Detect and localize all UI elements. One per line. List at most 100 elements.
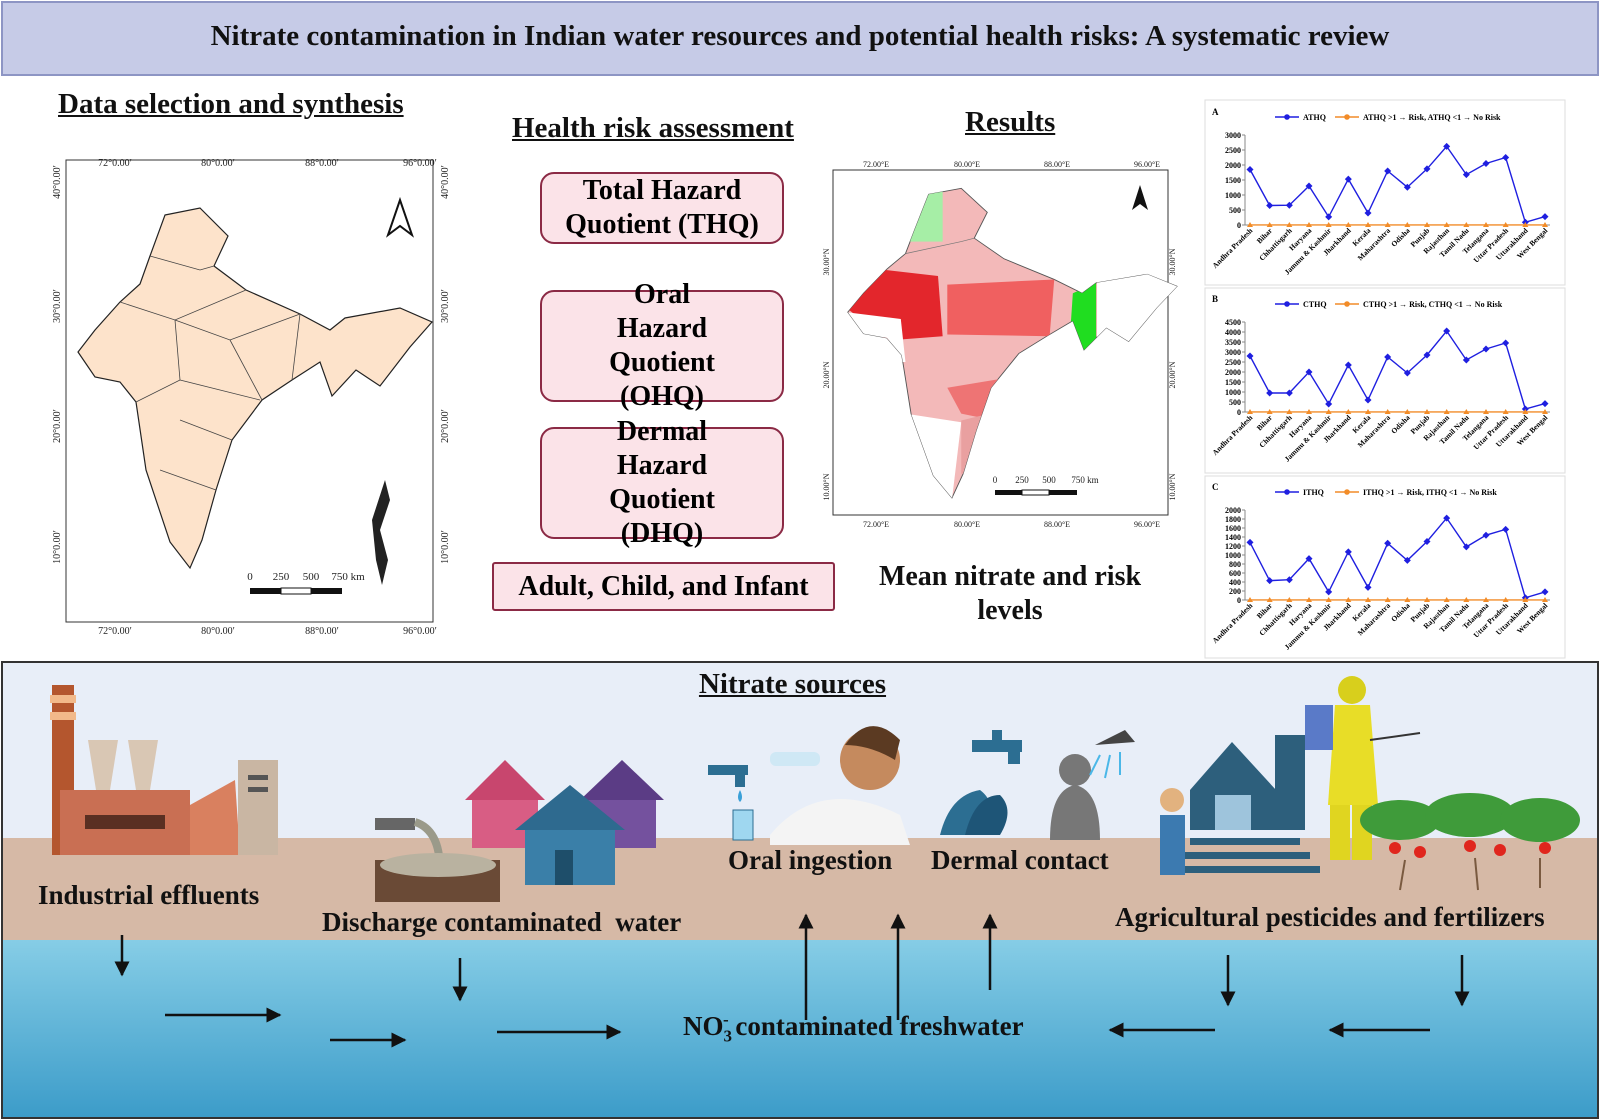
point	[1443, 327, 1451, 335]
scale-label: 0	[247, 571, 253, 583]
lat-label: 30.00°N	[1168, 248, 1177, 275]
point	[1266, 389, 1274, 397]
factory-icon	[50, 685, 278, 855]
point	[1542, 221, 1548, 227]
legend-label: CTHQ >1 → Risk, CTHQ <1 → No Risk	[1363, 300, 1503, 309]
point	[1325, 400, 1333, 408]
y-tick-label: 400	[1229, 578, 1241, 587]
point	[1502, 221, 1509, 227]
y-tick-label: 4000	[1225, 328, 1241, 337]
dermal-contact-icon-part-part	[1089, 754, 1101, 776]
agriculture-icon-part-part	[1464, 840, 1476, 852]
lon-label: 80°0.00′	[201, 158, 235, 169]
lon-label: 88°0.00′	[305, 626, 339, 637]
y-tick-label: 1500	[1225, 378, 1241, 387]
point	[1247, 596, 1253, 602]
left-map-part-part	[179, 379, 261, 401]
point	[1483, 408, 1489, 414]
point	[1384, 221, 1391, 227]
point	[1403, 556, 1411, 564]
y-tick-label: 500	[1229, 206, 1241, 215]
left-map-part	[386, 196, 414, 238]
scale-label: 250	[1015, 475, 1029, 485]
agriculture-icon-part	[1360, 793, 1580, 842]
chart-frames-part	[1204, 475, 1566, 659]
line-chart: B CTHQ CTHQ >1 → Risk, CTHQ <1 → No Risk 05…	[1210, 294, 1550, 464]
results-caption: Mean nitrate and risk levels	[878, 561, 1142, 626]
point	[1285, 576, 1293, 584]
source-label: Dermal contact	[931, 845, 1109, 875]
lat-label: 10.00°N	[1168, 473, 1177, 500]
lon-label: 96.00°E	[1134, 160, 1160, 169]
agriculture-icon-part	[1190, 838, 1300, 845]
legend-label: ATHQ >1 → Risk, ATHQ <1 → No Risk	[1363, 113, 1501, 122]
scale-label: 500	[1042, 475, 1056, 485]
point	[1345, 596, 1352, 602]
lat-label: 30.00°N	[822, 248, 831, 275]
legend-label: CTHQ	[1303, 300, 1327, 309]
point	[1246, 166, 1254, 173]
legend-label: ITHQ	[1303, 488, 1324, 497]
dermal-contact-icon-part	[1095, 730, 1135, 745]
left-map-part	[280, 587, 312, 595]
point	[1325, 596, 1332, 602]
oral-ingestion-icon-part	[738, 790, 742, 802]
point	[1325, 221, 1332, 227]
point	[1463, 221, 1470, 227]
y-tick-label: 3000	[1225, 131, 1241, 140]
formula: NO	[683, 1011, 724, 1041]
scale-label: 750 km	[331, 571, 365, 583]
y-tick-label: 2000	[1225, 161, 1241, 170]
groups-box: Adult, Child, and Infant	[492, 562, 835, 611]
lon-label: 72.00°E	[863, 520, 889, 529]
discharge-icon-part	[375, 818, 415, 830]
chart-frames-part	[1204, 99, 1566, 286]
series-line	[1249, 516, 1546, 599]
point	[1266, 202, 1274, 209]
lat-label: 20.00°N	[822, 361, 831, 388]
agriculture-icon-part-part	[1360, 800, 1440, 840]
oral-ingestion-icon-part	[708, 765, 748, 775]
chart-frames-part	[1204, 287, 1566, 474]
results-map-part-part-part	[905, 413, 962, 498]
section-heading: Results	[965, 106, 1056, 138]
y-tick-label: 0	[1237, 221, 1241, 230]
houses-icon	[465, 760, 664, 885]
point	[1522, 221, 1529, 227]
point	[1502, 596, 1509, 602]
y-tick-label: 1200	[1225, 542, 1241, 551]
left-map-part-part	[149, 255, 215, 271]
point	[1266, 408, 1273, 414]
panel-label: B	[1212, 294, 1218, 304]
left-map-part-part	[291, 313, 301, 381]
point	[1305, 555, 1313, 563]
x-tick-label: Odisha	[1389, 601, 1412, 624]
point	[1345, 221, 1352, 227]
point	[1266, 596, 1273, 602]
lon-label: 80°0.00′	[201, 626, 235, 637]
y-tick-label: 1600	[1225, 524, 1241, 533]
lat-label: 20.00°N	[1168, 361, 1177, 388]
x-tick-label: Andhra Pradesh	[1210, 600, 1255, 645]
point	[1364, 583, 1372, 591]
oral-ingestion-icon-part	[735, 775, 745, 787]
dermal-contact-icon-part	[965, 795, 1008, 835]
y-tick-label: 600	[1229, 569, 1241, 578]
scale-label: 500	[303, 571, 320, 583]
results-map	[832, 169, 1178, 516]
series-line	[1249, 329, 1546, 410]
left-map-part-part	[179, 419, 233, 441]
point	[1443, 142, 1451, 150]
lat-label: 10°0.00′	[440, 530, 451, 564]
agriculture-icon-part	[1180, 852, 1310, 859]
point	[1483, 221, 1489, 227]
point	[1365, 408, 1371, 414]
point	[1344, 548, 1352, 556]
point	[1482, 345, 1490, 353]
y-tick-label: 2000	[1225, 368, 1241, 377]
point	[1542, 596, 1548, 602]
point	[1522, 596, 1529, 602]
